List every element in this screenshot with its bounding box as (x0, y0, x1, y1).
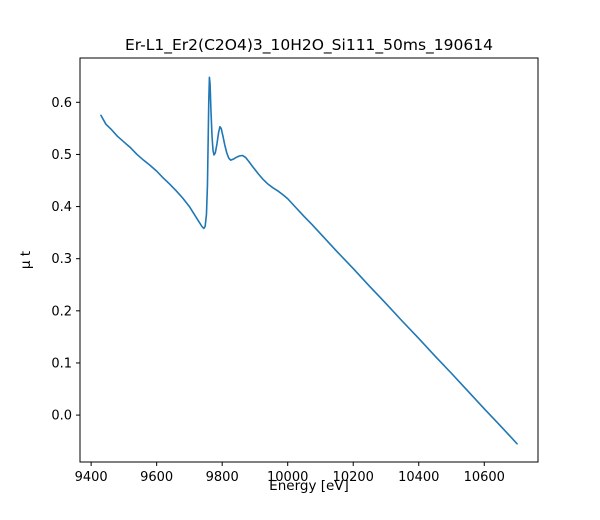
x-tick-label: 10600 (464, 470, 505, 485)
y-tick-label: 0.5 (51, 148, 72, 163)
x-tick-label: 9400 (75, 470, 108, 485)
x-tick-label: 10400 (398, 470, 439, 485)
y-tick-label: 0.0 (51, 409, 72, 424)
x-tick-label: 9600 (140, 470, 173, 485)
x-tick-label: 10000 (267, 470, 308, 485)
series-line-mu-t (100, 76, 518, 445)
x-tick-label: 10200 (333, 470, 374, 485)
y-tick-label: 0.2 (51, 304, 72, 319)
y-tick-label: 0.3 (51, 252, 72, 267)
axes-box (79, 57, 539, 463)
chart-title: Er-L1_Er2(C2O4)3_10H2O_Si111_50ms_190614 (125, 36, 493, 54)
y-tick-label: 0.6 (51, 96, 72, 111)
y-tick-label: 0.4 (51, 200, 72, 215)
x-axis-label: Energy [eV] (269, 478, 349, 494)
x-tick-label: 9800 (206, 470, 239, 485)
y-tick-label: 0.1 (51, 356, 72, 371)
